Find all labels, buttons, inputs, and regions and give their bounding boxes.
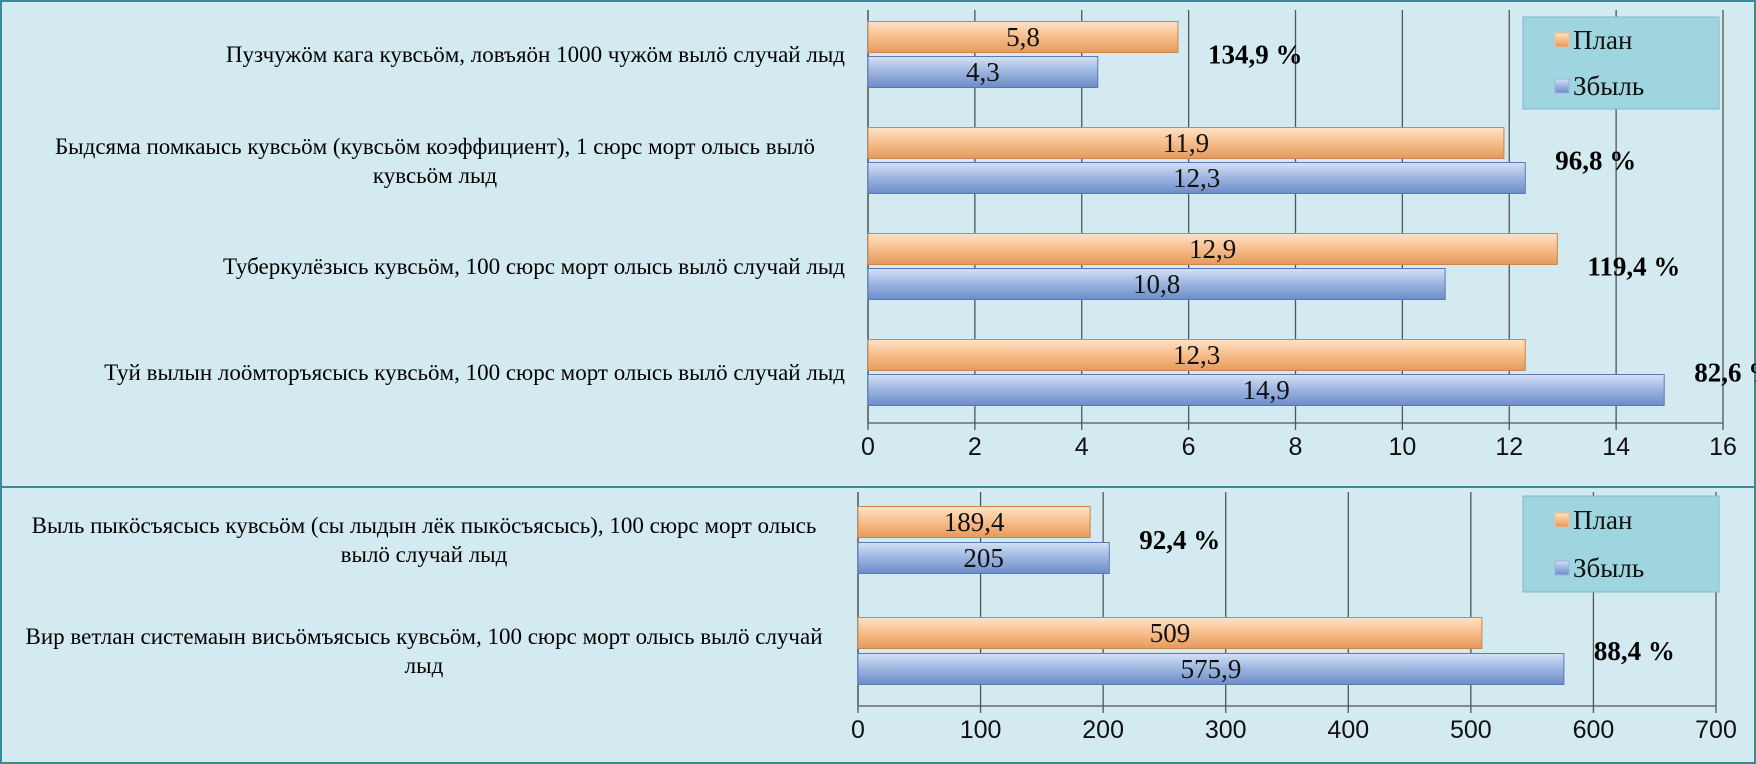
category-label: Быдсяма помкаысь кувсьöм (кувсьöм коэффи… (25, 132, 845, 190)
bar (867, 374, 1665, 406)
category-text: Туй вылын лоöмторъясысь кувсьöм, 100 сюр… (104, 360, 845, 385)
bar (867, 162, 1526, 194)
legend-label: Збыль (1573, 71, 1644, 101)
category-text: Туберкулёзысь кувсьöм, 100 сюрс морт олы… (223, 254, 845, 279)
legend-box (1522, 495, 1720, 593)
value-label: 12,3 (1173, 163, 1220, 193)
value-label: 10,8 (1133, 269, 1180, 299)
value-label: 205 (963, 543, 1004, 573)
annotation: 119,4 % (1587, 252, 1680, 282)
x-tick-label: 0 (851, 716, 865, 744)
bar (867, 233, 1558, 265)
bar (857, 542, 1110, 574)
x-tick-label: 12 (1495, 433, 1523, 461)
value-label: 11,9 (1163, 128, 1209, 158)
annotation: 134,9 % (1208, 40, 1303, 70)
x-tick-label: 8 (1289, 433, 1303, 461)
bar (867, 21, 1179, 53)
legend-swatch (1554, 78, 1570, 94)
legend-box (1522, 16, 1720, 110)
bar (857, 617, 1483, 649)
x-tick-label: 0 (861, 433, 875, 461)
legend-swatch (1554, 560, 1570, 576)
x-tick-label: 10 (1388, 433, 1416, 461)
legend-label: План (1573, 505, 1632, 535)
x-tick-label: 16 (1709, 433, 1737, 461)
bar (857, 653, 1565, 685)
annotation: 92,4 % (1139, 525, 1220, 555)
x-tick-label: 200 (1082, 716, 1124, 744)
x-tick-label: 2 (968, 433, 982, 461)
value-label: 12,3 (1173, 340, 1220, 370)
x-tick-label: 600 (1573, 716, 1615, 744)
bar (867, 56, 1099, 88)
x-tick-label: 400 (1327, 716, 1369, 744)
x-tick-label: 14 (1602, 433, 1630, 461)
legend-swatch (1554, 512, 1570, 528)
category-text: Вир ветлан системаын висьöмъясысь кувсьö… (25, 624, 823, 678)
legend-swatch (1554, 32, 1570, 48)
bar (867, 339, 1526, 371)
x-tick-label: 700 (1695, 716, 1737, 744)
x-tick-label: 4 (1075, 433, 1089, 461)
value-label: 189,4 (944, 507, 1005, 537)
annotation: 88,4 % (1594, 636, 1675, 666)
x-tick-label: 300 (1205, 716, 1247, 744)
x-tick-label: 500 (1450, 716, 1492, 744)
category-text: Выль пыкöсъясысь кувсьöм (сы лыдын лёк п… (31, 513, 817, 567)
x-tick-label: 100 (960, 716, 1002, 744)
value-label: 509 (1150, 618, 1191, 648)
annotation: 82,6 % (1694, 358, 1756, 388)
legend-label: Збыль (1573, 553, 1644, 583)
bar (867, 268, 1446, 300)
legend-label: План (1573, 25, 1632, 55)
bar (857, 506, 1091, 538)
value-label: 575,9 (1181, 654, 1242, 684)
value-label: 4,3 (966, 57, 1000, 87)
category-label: Выль пыкöсъясысь кувсьöм (сы лыдын лёк п… (14, 511, 834, 569)
value-label: 14,9 (1242, 375, 1289, 405)
category-text: Пузчужöм кага кувсьöм, ловъяöн 1000 чужö… (225, 42, 845, 67)
category-label: Пузчужöм кага кувсьöм, ловъяöн 1000 чужö… (25, 40, 845, 69)
category-label: Туй вылын лоöмторъясысь кувсьöм, 100 сюр… (25, 358, 845, 387)
value-label: 5,8 (1006, 22, 1040, 52)
value-label: 12,9 (1189, 234, 1236, 264)
category-text: Быдсяма помкаысь кувсьöм (кувсьöм коэффи… (54, 133, 816, 188)
x-tick-label: 6 (1182, 433, 1196, 461)
annotation: 96,8 % (1555, 146, 1636, 176)
category-label: Вир ветлан системаын висьöмъясысь кувсьö… (14, 622, 834, 680)
category-label: Туберкулёзысь кувсьöм, 100 сюрс морт олы… (25, 252, 845, 281)
bar (867, 127, 1505, 159)
